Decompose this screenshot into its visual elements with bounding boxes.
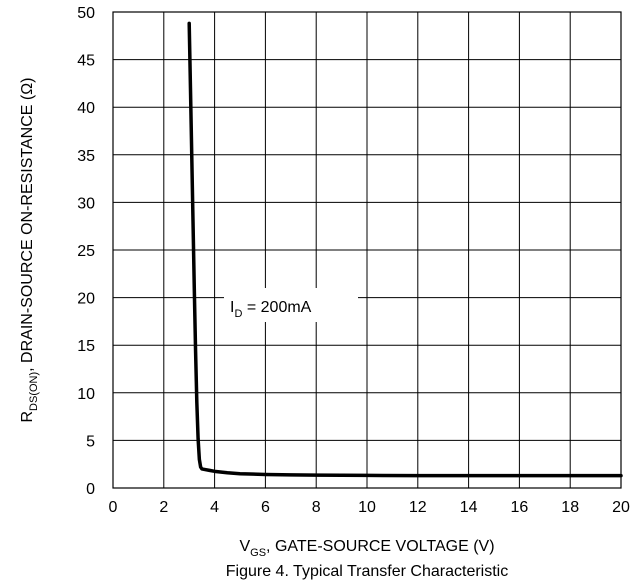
x-tick-label: 14 bbox=[460, 499, 478, 516]
x-tick-label: 12 bbox=[409, 499, 427, 516]
x-tick-label: 20 bbox=[612, 499, 630, 516]
x-axis-title: VGS, GATE-SOURCE VOLTAGE (V) bbox=[239, 538, 494, 559]
y-axis-title-rest: , DRAIN-SOURCE ON-RESISTANCE (Ω) bbox=[19, 77, 36, 371]
tick-labels: 0 2 4 6 8 10 12 14 16 18 20 0 5 10 15 20 25 30 35 40 45 50 bbox=[77, 5, 630, 516]
y-tick-label: 0 bbox=[86, 481, 95, 498]
x-axis-title-sub: GS bbox=[250, 547, 266, 559]
y-tick-label: 40 bbox=[77, 100, 95, 117]
annotation-background bbox=[224, 288, 358, 322]
annotation-rest: = 200mA bbox=[242, 299, 311, 316]
x-tick-label: 8 bbox=[312, 499, 321, 516]
x-tick-label: 6 bbox=[261, 499, 270, 516]
y-tick-label: 30 bbox=[77, 195, 95, 212]
annotation-sub: D bbox=[234, 308, 242, 320]
y-tick-label: 10 bbox=[77, 386, 95, 403]
x-axis-title-main: V bbox=[239, 538, 250, 555]
y-tick-label: 50 bbox=[77, 5, 95, 22]
figure-caption: Figure 4. Typical Transfer Characteristi… bbox=[226, 563, 508, 580]
y-axis-title-sub: DS(ON) bbox=[28, 372, 40, 411]
plot-frame bbox=[112, 11, 622, 489]
x-tick-label: 18 bbox=[561, 499, 579, 516]
y-axis-title: RDS(ON), DRAIN-SOURCE ON-RESISTANCE (Ω) bbox=[19, 77, 40, 422]
x-tick-label: 10 bbox=[358, 499, 376, 516]
y-tick-label: 35 bbox=[77, 148, 95, 165]
x-tick-label: 2 bbox=[159, 499, 168, 516]
x-tick-label: 4 bbox=[210, 499, 219, 516]
y-tick-label: 45 bbox=[77, 53, 95, 70]
series-curve bbox=[187, 21, 623, 478]
annotation-main: I bbox=[230, 299, 234, 316]
x-tick-label: 0 bbox=[109, 499, 118, 516]
x-tick-label: 16 bbox=[511, 499, 529, 516]
y-tick-label: 25 bbox=[77, 243, 95, 260]
y-tick-label: 20 bbox=[77, 291, 95, 308]
x-axis-title-rest: , GATE-SOURCE VOLTAGE (V) bbox=[266, 538, 494, 555]
annotation-group: ID = 200mA bbox=[224, 288, 358, 322]
y-tick-label: 5 bbox=[86, 433, 95, 450]
y-axis-title-main: R bbox=[19, 411, 36, 423]
annotation-label: ID = 200mA bbox=[230, 299, 312, 320]
y-tick-label: 15 bbox=[77, 338, 95, 355]
